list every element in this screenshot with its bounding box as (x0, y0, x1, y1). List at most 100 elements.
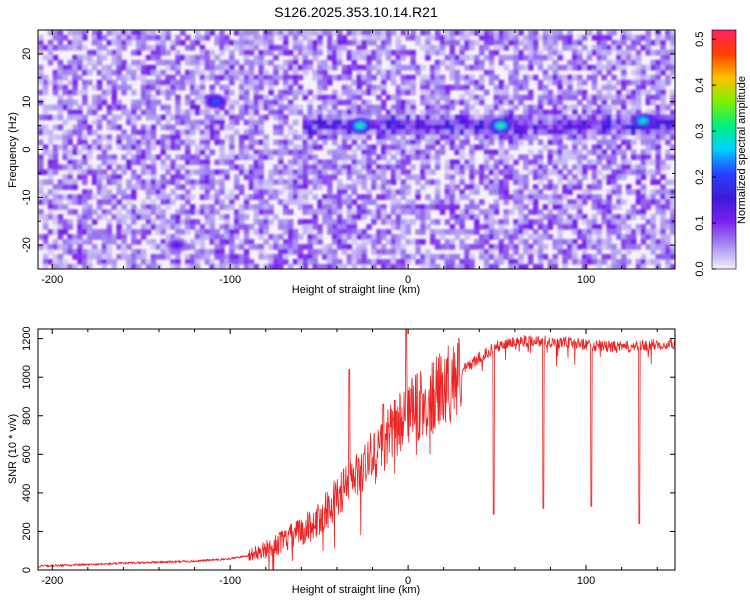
heatmap-cell (537, 139, 544, 146)
heatmap-cell (498, 239, 505, 245)
heatmap-cell (126, 244, 132, 250)
heatmap-cell (464, 34, 470, 41)
heatmap-cell (410, 64, 416, 71)
heatmap-cell (518, 84, 524, 91)
heatmap-cell (385, 109, 392, 116)
heatmap-cell (528, 139, 534, 146)
heatmap-cell (469, 79, 475, 86)
x-tick-label: -200 (41, 274, 63, 286)
heatmap-cell (493, 84, 500, 91)
heatmap-cell (557, 119, 563, 126)
heatmap-cell (101, 199, 108, 205)
heatmap-cell (214, 169, 220, 175)
heatmap-cell (101, 234, 108, 240)
heatmap-cell (611, 244, 617, 250)
heatmap-cell (224, 254, 230, 260)
heatmap-cell (454, 114, 460, 121)
heatmap-cell (395, 119, 402, 126)
heatmap-cell (650, 219, 656, 225)
heatmap-cell (366, 134, 372, 141)
heatmap-cell (131, 59, 137, 66)
heatmap-cell (572, 64, 578, 71)
heatmap-cell (145, 179, 152, 185)
heatmap-cell (425, 39, 431, 46)
heatmap-cell (395, 264, 402, 269)
heatmap-cell (121, 189, 127, 195)
heatmap-cell (621, 154, 627, 161)
heatmap-cell (87, 154, 93, 161)
heatmap-cell (189, 99, 196, 106)
heatmap-cell (454, 59, 460, 66)
heatmap-cell (165, 89, 171, 96)
heatmap-cell (488, 54, 495, 61)
heatmap-cell (567, 89, 573, 96)
heatmap-cell (542, 74, 549, 81)
heatmap-cell (400, 74, 407, 81)
heatmap-cell (101, 154, 108, 161)
heatmap-cell (332, 30, 338, 36)
heatmap-cell (219, 234, 225, 240)
heatmap-cell (385, 249, 392, 255)
heatmap-cell (439, 229, 446, 235)
heatmap-cell (469, 94, 475, 101)
heatmap-cell (528, 234, 534, 240)
heatmap-cell (616, 194, 622, 200)
heatmap-cell (199, 244, 206, 250)
heatmap-cell (111, 39, 117, 46)
heatmap-cell (136, 144, 142, 151)
heatmap-cell (626, 169, 632, 175)
heatmap-cell (601, 259, 607, 265)
heatmap-cell (650, 194, 656, 200)
heatmap-cell (395, 49, 402, 56)
heatmap-cell (189, 139, 196, 146)
heatmap-cell (351, 64, 358, 71)
heatmap-cell (224, 264, 230, 269)
heatmap-cell (292, 144, 299, 151)
heatmap-cell (322, 119, 328, 126)
heatmap-cell (87, 49, 93, 56)
heatmap-cell (332, 129, 338, 136)
heatmap-cell (322, 204, 328, 210)
heatmap-cell (336, 179, 343, 185)
heatmap-cell (567, 114, 573, 121)
heatmap-cell (253, 219, 260, 225)
heatmap-cell (562, 154, 568, 161)
heatmap-cell (126, 259, 132, 265)
heatmap-cell (410, 144, 416, 151)
heatmap-cell (302, 89, 309, 96)
heatmap-cell (165, 109, 171, 116)
heatmap-cell (145, 164, 152, 171)
heatmap-cell (199, 34, 206, 41)
heatmap-cell (273, 44, 279, 51)
heatmap-cell (62, 99, 68, 106)
heatmap-cell (283, 219, 289, 225)
heatmap-cell (493, 89, 500, 96)
heatmap-cell (136, 179, 142, 185)
heatmap-cell (292, 259, 299, 265)
heatmap-cell (400, 264, 407, 269)
heatmap-cell (444, 89, 451, 96)
heatmap-cell (224, 84, 230, 91)
heatmap-cell (528, 224, 534, 230)
heatmap-cell (395, 69, 402, 76)
heatmap-cell (660, 129, 666, 136)
heatmap-cell (312, 239, 318, 245)
heatmap-cell (532, 119, 539, 126)
heatmap-cell (248, 74, 255, 81)
heatmap-cell (425, 254, 431, 260)
heatmap-cell (224, 74, 230, 81)
heatmap-cell (42, 109, 49, 116)
heatmap-cell (528, 74, 534, 81)
heatmap-cell (234, 129, 240, 136)
heatmap-cell (523, 34, 529, 41)
heatmap-cell (405, 254, 411, 260)
heatmap-cell (650, 79, 656, 86)
heatmap-cell (87, 109, 93, 116)
heatmap-cell (356, 144, 362, 151)
heatmap-cell (390, 174, 397, 180)
heatmap-cell (439, 104, 446, 111)
heatmap-cell (150, 139, 157, 146)
heatmap-cell (434, 204, 441, 210)
heatmap-cell (655, 49, 661, 56)
heatmap-cell (523, 94, 529, 101)
